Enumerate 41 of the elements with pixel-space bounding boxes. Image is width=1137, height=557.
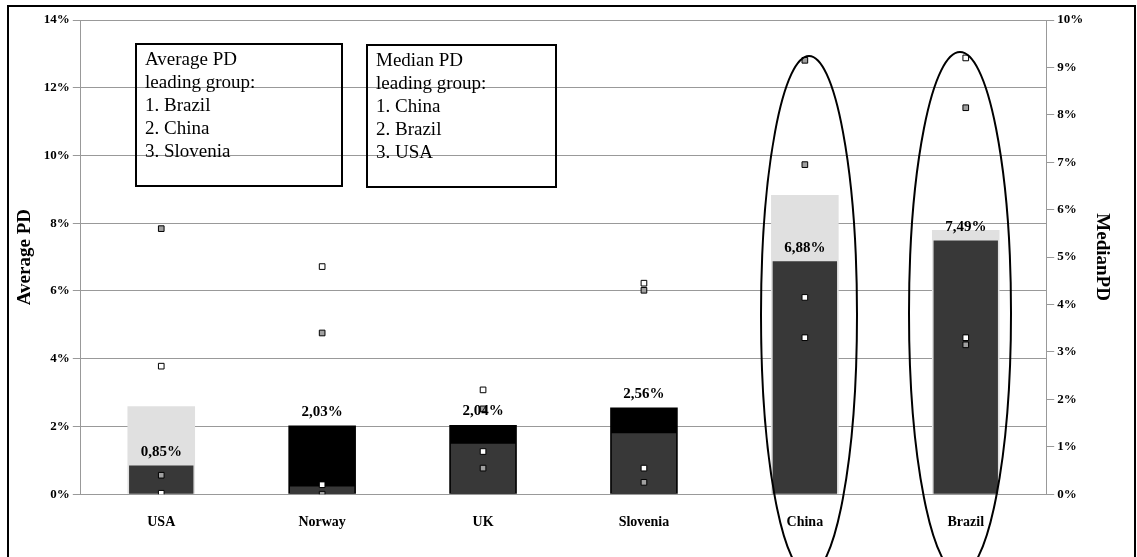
data-label: 2,03% (301, 402, 343, 419)
y2-tick-label: 7% (1057, 153, 1077, 169)
annotation: Median PD leading group: 1. China 2. Brazil 3. USA (375, 48, 488, 164)
text: Average PD (13, 209, 35, 306)
data-label: 2,04% (462, 402, 504, 419)
y-tick-label: 0% (50, 485, 70, 501)
bar (772, 261, 838, 494)
y2-tick-label: 8% (1057, 106, 1077, 122)
bar (129, 465, 194, 494)
y2-tick-label: 2% (1057, 390, 1077, 406)
y2-tick-label: 5% (1057, 248, 1077, 264)
y-tick-label: 14% (43, 11, 70, 27)
data-label: 2,56% (623, 384, 665, 401)
y2-tick-label: 3% (1057, 343, 1077, 359)
y-tick-label: 10% (43, 146, 70, 162)
y-tick-label: 8% (50, 214, 70, 230)
data-label: 0,85% (140, 442, 182, 459)
text: leading group: 1. Brazil 2. China 3. Slovenia (145, 71, 256, 161)
bar (450, 443, 516, 494)
data-label: 6,88% (784, 238, 826, 255)
bar (611, 433, 677, 494)
y2-tick-label: 4% (1057, 295, 1077, 311)
y2-tick-label: 6% (1057, 201, 1077, 217)
x-tick-label: Norway (298, 514, 346, 530)
y-tick-label: 2% (50, 417, 70, 433)
y-tick-label: 12% (43, 79, 70, 95)
x-tick-label: Slovenia (618, 514, 670, 530)
y-axis-title: Average PD (145, 48, 237, 69)
y2-tick-label: 9% (1057, 58, 1077, 74)
bar (289, 486, 355, 494)
y2-tick-label: 1% (1057, 438, 1077, 454)
x-tick-label: UK (472, 514, 494, 530)
y2-axis-title: MedianPD (1092, 213, 1114, 301)
data-label: 7,49% (945, 217, 987, 234)
x-tick-label: Brazil (947, 514, 985, 530)
y-tick-label: 4% (50, 350, 70, 366)
y-tick-label: 6% (50, 282, 70, 298)
y2-tick-label: 0% (1057, 485, 1077, 501)
x-tick-label: China (786, 514, 824, 530)
x-tick-label: USA (147, 514, 177, 530)
y2-tick-label: 10% (1057, 11, 1084, 27)
